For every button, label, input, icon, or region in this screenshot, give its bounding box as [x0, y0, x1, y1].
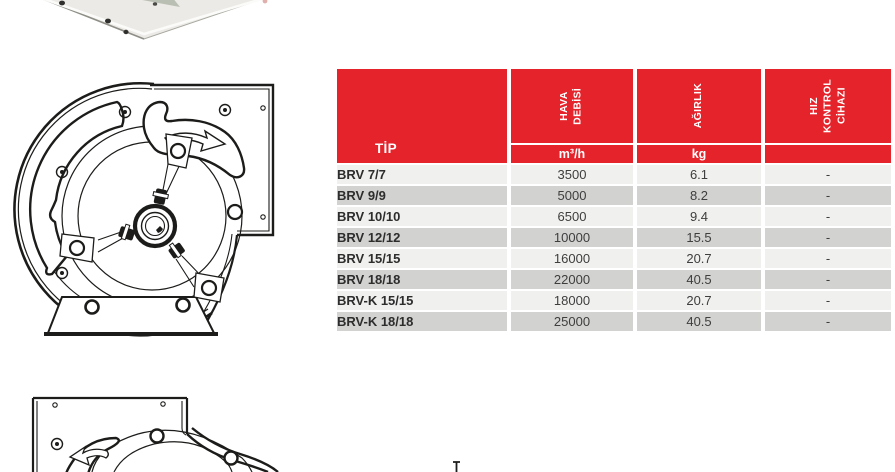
cell-agirlik: 40.5 [637, 270, 761, 289]
fan-front-drawing-bottom-svg [31, 396, 279, 472]
cell-hiz-kontrol: - [765, 228, 891, 247]
product-photo-fragment [36, 0, 286, 45]
table-row: BRV 12/12 10000 15.5 - [337, 228, 891, 247]
column-header-agirlik-label: AĞIRLIK [692, 83, 705, 129]
dimension-tick-fragment [450, 460, 466, 472]
cell-tip: BRV-K 15/15 [337, 291, 507, 310]
cell-hava-debisi: 25000 [511, 312, 633, 331]
fan-front-drawing-bottom [28, 388, 300, 472]
product-photo-corner [43, 0, 268, 40]
table-row: BRV 18/18 22000 40.5 - [337, 270, 891, 289]
column-header-hiz-kontrol: HIZ KONTROL CİHAZI [765, 69, 891, 143]
cell-hiz-kontrol: - [765, 165, 891, 184]
cell-agirlik: 9.4 [637, 207, 761, 226]
column-header-hava-debisi: HAVA DEBİSİ [511, 69, 633, 143]
fan-front-drawing-svg [13, 82, 275, 337]
cell-hiz-kontrol: - [765, 312, 891, 331]
unit-hiz-kontrol [765, 145, 891, 163]
fan-front-drawing [6, 74, 278, 338]
column-header-hiz-kontrol-label: HIZ KONTROL CİHAZI [807, 78, 847, 133]
impeller-clamp [118, 223, 135, 241]
spec-table: TİP HAVA DEBİSİ AĞIRLIK HIZ KONTROL CİHA… [333, 67, 895, 333]
unit-hava-debisi: m³/h [511, 145, 633, 163]
cell-agirlik: 6.1 [637, 165, 761, 184]
cell-hava-debisi: 5000 [511, 186, 633, 205]
cell-hava-debisi: 6500 [511, 207, 633, 226]
unit-agirlik: kg [637, 145, 761, 163]
table-row: BRV 7/7 3500 6.1 - [337, 165, 891, 184]
cell-tip: BRV 15/15 [337, 249, 507, 268]
cell-hava-debisi: 16000 [511, 249, 633, 268]
column-header-agirlik: AĞIRLIK [637, 69, 761, 143]
cell-agirlik: 20.7 [637, 291, 761, 310]
impeller-clamp [168, 242, 185, 259]
cell-agirlik: 8.2 [637, 186, 761, 205]
column-header-tip-label: TİP [375, 141, 397, 156]
cell-tip: BRV 7/7 [337, 165, 507, 184]
cell-agirlik: 20.7 [637, 249, 761, 268]
rotation-arrow-icon [68, 445, 109, 467]
cell-tip: BRV 12/12 [337, 228, 507, 247]
cell-hava-debisi: 3500 [511, 165, 633, 184]
cell-tip: BRV 10/10 [337, 207, 507, 226]
bolt-icon [55, 103, 232, 280]
cell-hiz-kontrol: - [765, 249, 891, 268]
cell-hava-debisi: 18000 [511, 291, 633, 310]
cell-agirlik: 15.5 [637, 228, 761, 247]
cell-agirlik: 40.5 [637, 312, 761, 331]
impeller-clamp [152, 188, 170, 205]
column-header-hava-debisi-label: HAVA DEBİSİ [558, 87, 584, 125]
cell-hava-debisi: 10000 [511, 228, 633, 247]
table-row: BRV 15/15 16000 20.7 - [337, 249, 891, 268]
cell-hiz-kontrol: - [765, 291, 891, 310]
cell-hiz-kontrol: - [765, 207, 891, 226]
cell-hava-debisi: 22000 [511, 270, 633, 289]
table-row: BRV 9/9 5000 8.2 - [337, 186, 891, 205]
cell-hiz-kontrol: - [765, 270, 891, 289]
table-row: BRV-K 18/18 25000 40.5 - [337, 312, 891, 331]
table-row: BRV-K 15/15 18000 20.7 - [337, 291, 891, 310]
table-row: BRV 10/10 6500 9.4 - [337, 207, 891, 226]
cell-hiz-kontrol: - [765, 186, 891, 205]
cell-tip: BRV 9/9 [337, 186, 507, 205]
cell-tip: BRV 18/18 [337, 270, 507, 289]
column-header-tip: TİP [337, 69, 507, 163]
cell-tip: BRV-K 18/18 [337, 312, 507, 331]
